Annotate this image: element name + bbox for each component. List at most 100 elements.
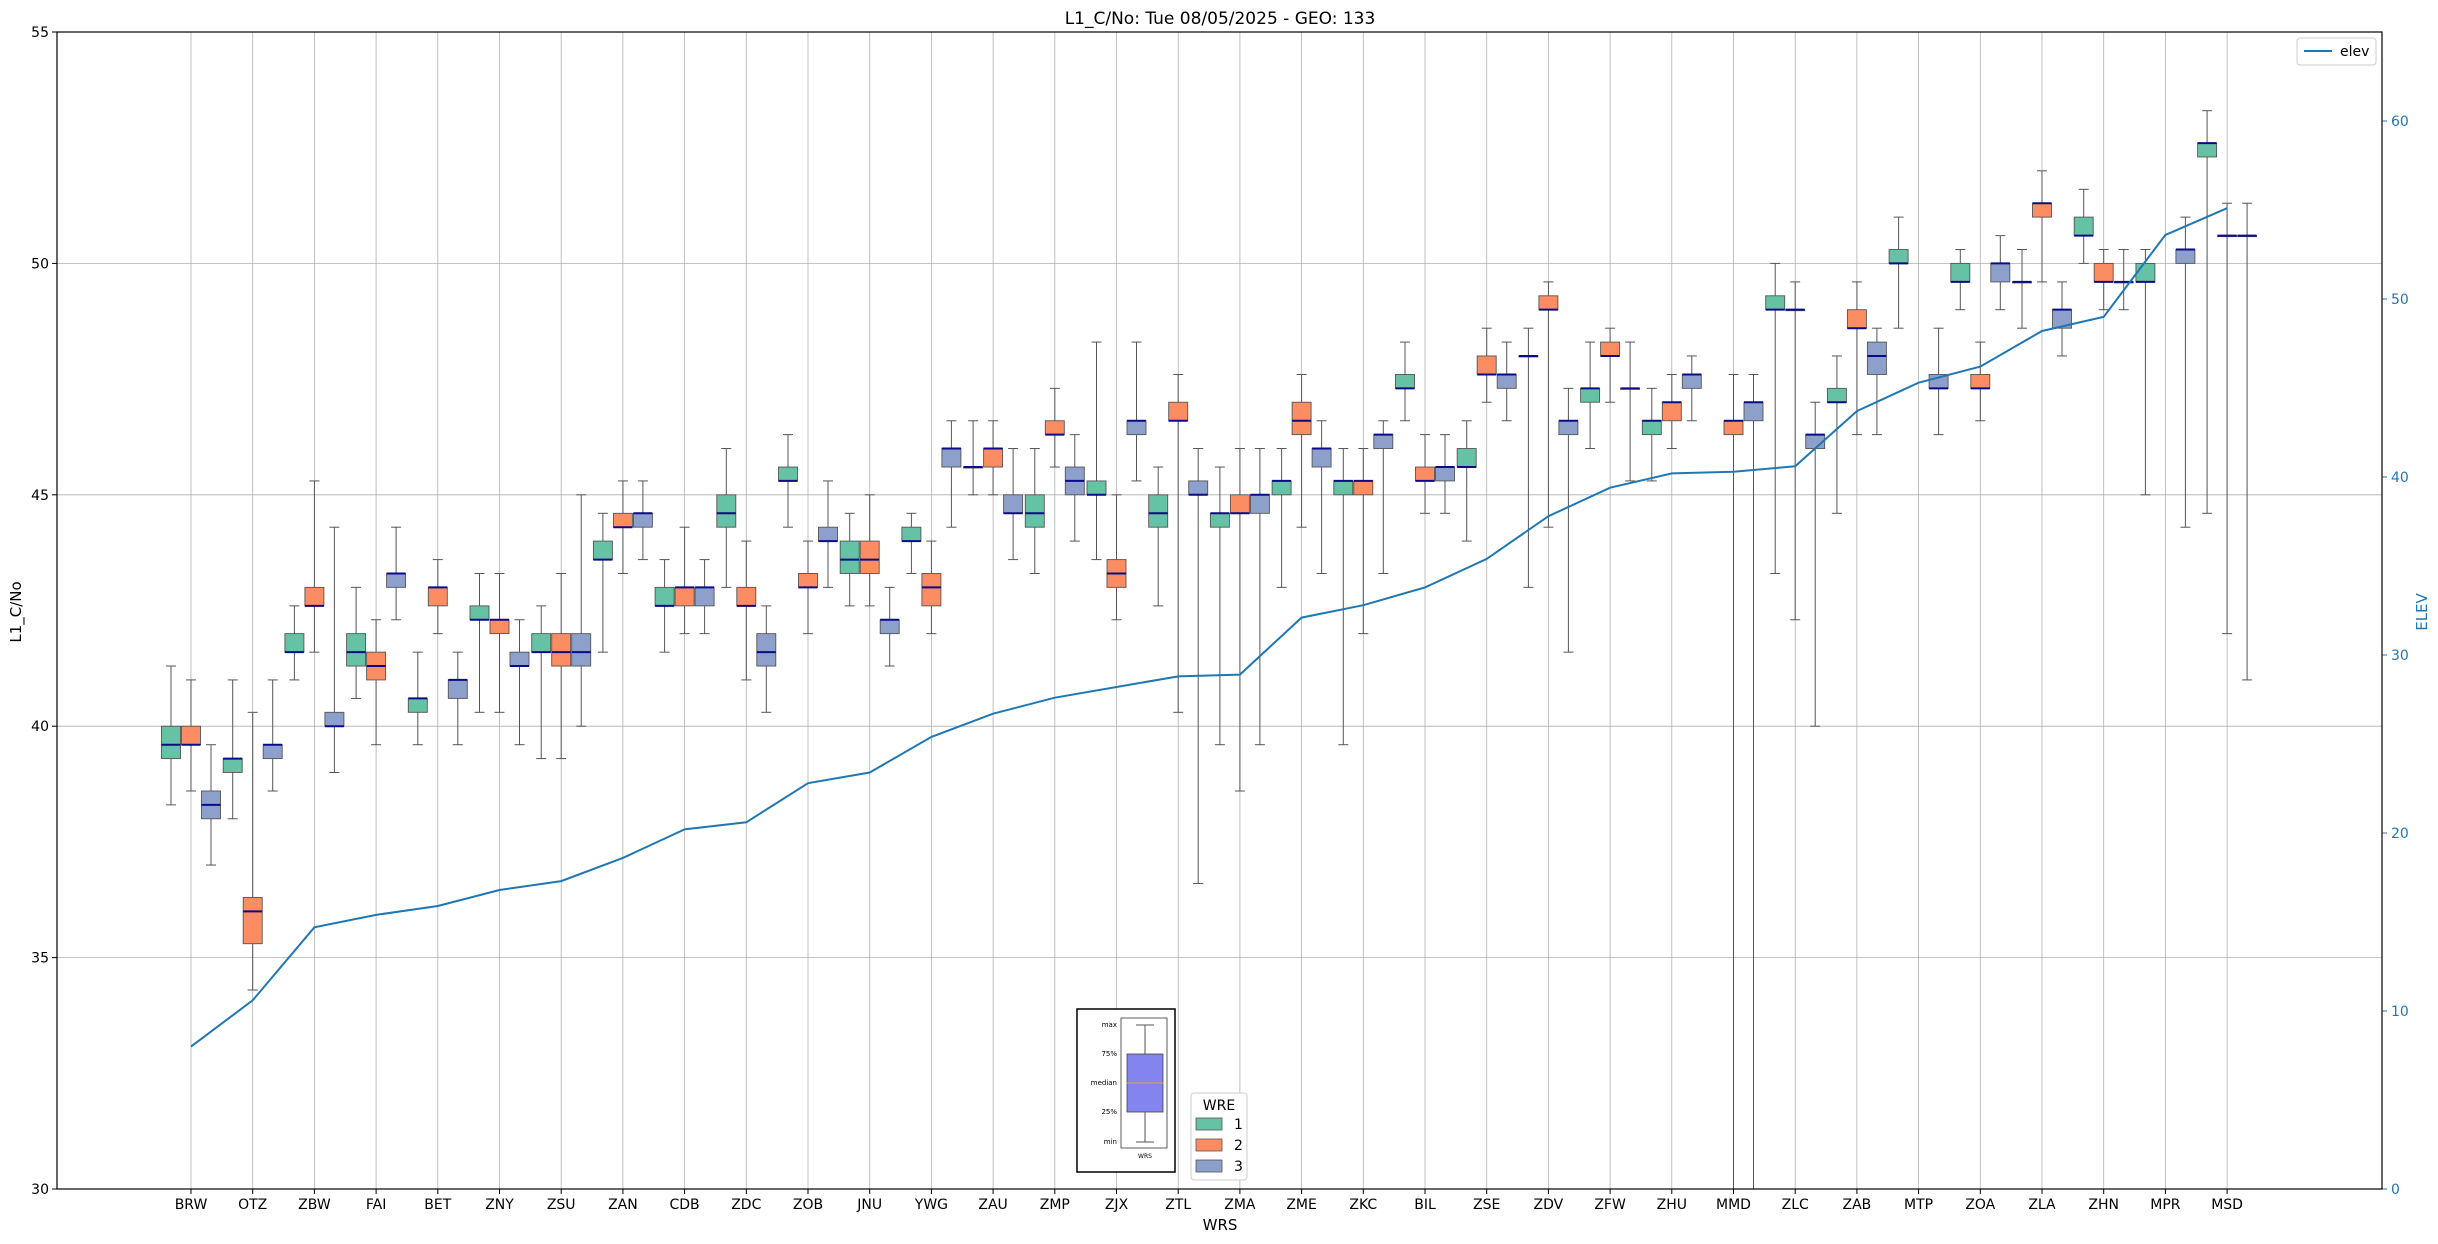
box-wre1-zsu bbox=[531, 605, 552, 760]
box-wre3-zab bbox=[1866, 327, 1887, 436]
x-tick-label: ZAN bbox=[608, 1197, 638, 1213]
x-tick-label: ZLA bbox=[2028, 1197, 2056, 1213]
box-wre1-zhn bbox=[2073, 188, 2094, 264]
box-body bbox=[1558, 420, 1579, 436]
box-body bbox=[1086, 480, 1107, 496]
y2-tick-label: 50 bbox=[2391, 292, 2409, 308]
box-body bbox=[2197, 142, 2218, 158]
box-wre1-zoa bbox=[1950, 249, 1971, 311]
box-body bbox=[1950, 262, 1971, 283]
box-wre2-mmd bbox=[1723, 373, 1744, 1190]
y2-tick-label: 60 bbox=[2391, 114, 2409, 130]
box-wre2-zoa bbox=[1970, 341, 1991, 422]
box-body bbox=[818, 526, 838, 542]
box-wre2-fai bbox=[366, 619, 387, 746]
box-body bbox=[1765, 295, 1786, 311]
box-body bbox=[531, 633, 552, 653]
box-wre1-zhu bbox=[1641, 387, 1662, 482]
box-body bbox=[736, 586, 757, 607]
box-key-label-q3: 75% bbox=[1101, 1050, 1117, 1058]
box-wre2-otz bbox=[242, 711, 263, 991]
wre-legend-swatch-2 bbox=[1195, 1138, 1223, 1152]
box-body bbox=[1538, 295, 1559, 311]
box-body bbox=[1435, 466, 1455, 482]
y-tick-label: 55 bbox=[31, 25, 49, 41]
box-wre2-zme bbox=[1291, 373, 1312, 528]
box-wre2-zbw bbox=[304, 480, 325, 653]
box-body bbox=[1826, 387, 1847, 403]
box-body bbox=[1271, 480, 1292, 496]
y-axis-label: L1_C/No bbox=[7, 581, 26, 642]
box-body bbox=[1681, 374, 1702, 389]
wre-legend: WRE 1 2 3 bbox=[1190, 1092, 1248, 1181]
box-wre3-zny bbox=[509, 619, 530, 746]
box-wre2-zse bbox=[1476, 327, 1497, 403]
x-tick-label: ZHN bbox=[2088, 1197, 2119, 1213]
x-tick-label: ZLC bbox=[1782, 1197, 1809, 1213]
x-tick-label: MTP bbox=[1904, 1197, 1933, 1213]
box-wre2-zma bbox=[1229, 448, 1250, 792]
elev-line-path bbox=[190, 207, 2228, 1048]
elev-series bbox=[190, 207, 2228, 1048]
box-wre2-zlc bbox=[1785, 281, 1806, 621]
x-tick-label: ZDV bbox=[1534, 1197, 1564, 1213]
x-tick-label: YWG bbox=[914, 1197, 948, 1213]
box-body bbox=[1353, 480, 1374, 496]
box-body bbox=[386, 573, 407, 588]
box-series bbox=[161, 110, 2258, 1190]
box-body bbox=[901, 526, 922, 542]
x-tick-label: ZBW bbox=[298, 1197, 331, 1213]
box-wre2-zdc bbox=[736, 540, 757, 681]
y-tick-label: 35 bbox=[31, 951, 49, 967]
box-wre3-brw bbox=[201, 744, 221, 866]
box-body bbox=[2073, 216, 2094, 237]
box-body bbox=[612, 512, 633, 528]
box-key-inner-frame bbox=[1120, 1017, 1168, 1149]
box-wre1-fai bbox=[346, 586, 367, 699]
box-wre1-bil bbox=[1395, 341, 1415, 422]
box-body bbox=[1126, 420, 1147, 436]
box-wre2-zan bbox=[612, 480, 633, 574]
box-body bbox=[1661, 401, 1682, 422]
box-wre2-zob bbox=[798, 540, 818, 635]
box-wre2-zla bbox=[2032, 170, 2052, 283]
box-body bbox=[509, 651, 530, 667]
box-key-label-min: min bbox=[1104, 1138, 1117, 1146]
box-wre3-cdb bbox=[694, 559, 715, 635]
box-body bbox=[859, 540, 880, 574]
box-body bbox=[2175, 249, 2196, 264]
box-wre1-zau bbox=[963, 420, 984, 496]
box-wre3-ztl bbox=[1188, 448, 1209, 885]
y2-axis-label: ELEV bbox=[2413, 592, 2431, 630]
plot-frame bbox=[56, 31, 2383, 1190]
box-body bbox=[716, 494, 737, 528]
box-wre3-otz bbox=[262, 679, 283, 792]
y-tick-label: 30 bbox=[31, 1182, 49, 1198]
wre-legend-swatch-3 bbox=[1195, 1159, 1223, 1173]
elev-legend-frame bbox=[2296, 37, 2377, 66]
box-wre2-zhn bbox=[2093, 249, 2114, 311]
box-body bbox=[1476, 355, 1497, 375]
box-key-caption: WRS bbox=[1138, 1153, 1152, 1160]
box-wre3-zmp bbox=[1064, 434, 1085, 542]
box-wre1-zfw bbox=[1580, 341, 1601, 450]
box-wre3-zob bbox=[818, 480, 838, 588]
x-tick-label: BET bbox=[424, 1197, 451, 1213]
box-body bbox=[1970, 374, 1991, 389]
box-wre2-zkc bbox=[1353, 448, 1374, 635]
x-tick-label: ZMA bbox=[1224, 1197, 1256, 1213]
box-body bbox=[983, 448, 1004, 468]
x-tick-label: ZNY bbox=[485, 1197, 514, 1213]
wre-legend-label-3: 3 bbox=[1234, 1159, 1243, 1175]
box-body bbox=[1188, 480, 1209, 496]
y-tick-label: 50 bbox=[31, 256, 49, 272]
box-wre1-ztl bbox=[1148, 466, 1169, 607]
box-body bbox=[346, 633, 367, 667]
box-body bbox=[778, 466, 798, 482]
box-wre3-zbw bbox=[324, 526, 345, 773]
box-wre3-jnu bbox=[879, 586, 900, 667]
box-wre1-bet bbox=[407, 651, 428, 746]
y2-tick-label: 10 bbox=[2391, 1004, 2409, 1020]
box-body bbox=[654, 586, 675, 607]
box-wre3-zdv bbox=[1558, 387, 1579, 653]
